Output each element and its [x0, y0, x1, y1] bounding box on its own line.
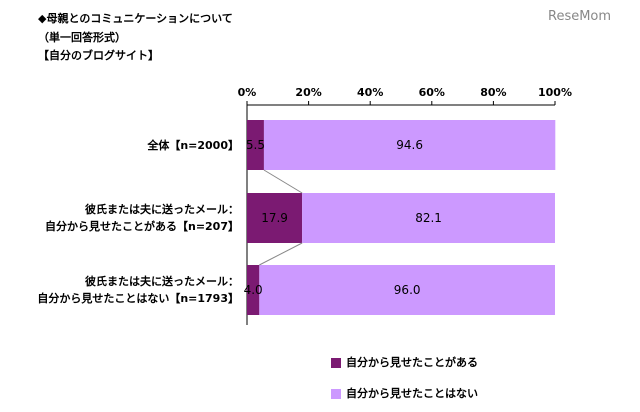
bar-segment — [259, 265, 555, 315]
x-tick-label: 60% — [418, 86, 445, 99]
y-tick-label: 全体【n=2000】 — [147, 138, 239, 152]
bar-segment — [302, 193, 555, 243]
value-label: 94.6 — [396, 138, 423, 152]
bar-segment — [247, 120, 264, 170]
x-tick-label: 80% — [480, 86, 507, 99]
subtitle: （単一回答形式） — [38, 31, 126, 44]
legend-swatch — [331, 358, 341, 368]
value-label: 5.5 — [245, 138, 266, 152]
value-label: 4.0 — [243, 283, 263, 297]
value-label: 17.9 — [261, 211, 288, 225]
legend-swatch — [331, 389, 341, 399]
series-line — [259, 242, 303, 266]
y-tick-label: 彼氏または夫に送ったメール： 自分から見せたことがある【n=207】 — [44, 203, 239, 233]
bar-segment — [263, 120, 556, 170]
subtitle: 【自分のブログサイト】 — [38, 49, 159, 62]
y-tick-label: 彼氏または夫に送ったメール： 自分から見せたことはない【n=1793】 — [37, 275, 239, 305]
title: ◆母親とのコミュニケーションについて — [38, 12, 233, 25]
x-tick-label: 40% — [357, 86, 384, 99]
value-label: 82.1 — [415, 211, 442, 225]
series-line — [263, 169, 303, 194]
legend-label: 自分から見せたことはない — [346, 387, 478, 400]
bar-segment — [247, 265, 260, 315]
value-label: 96.0 — [393, 283, 421, 297]
legend-label: 自分から見せたことがある — [346, 356, 478, 369]
bar-segment — [247, 193, 303, 243]
x-tick-label: 20% — [295, 86, 322, 99]
x-tick-label: 100% — [538, 86, 572, 99]
watermark: ReseMom — [548, 9, 612, 24]
x-tick-label: 0% — [237, 86, 257, 99]
